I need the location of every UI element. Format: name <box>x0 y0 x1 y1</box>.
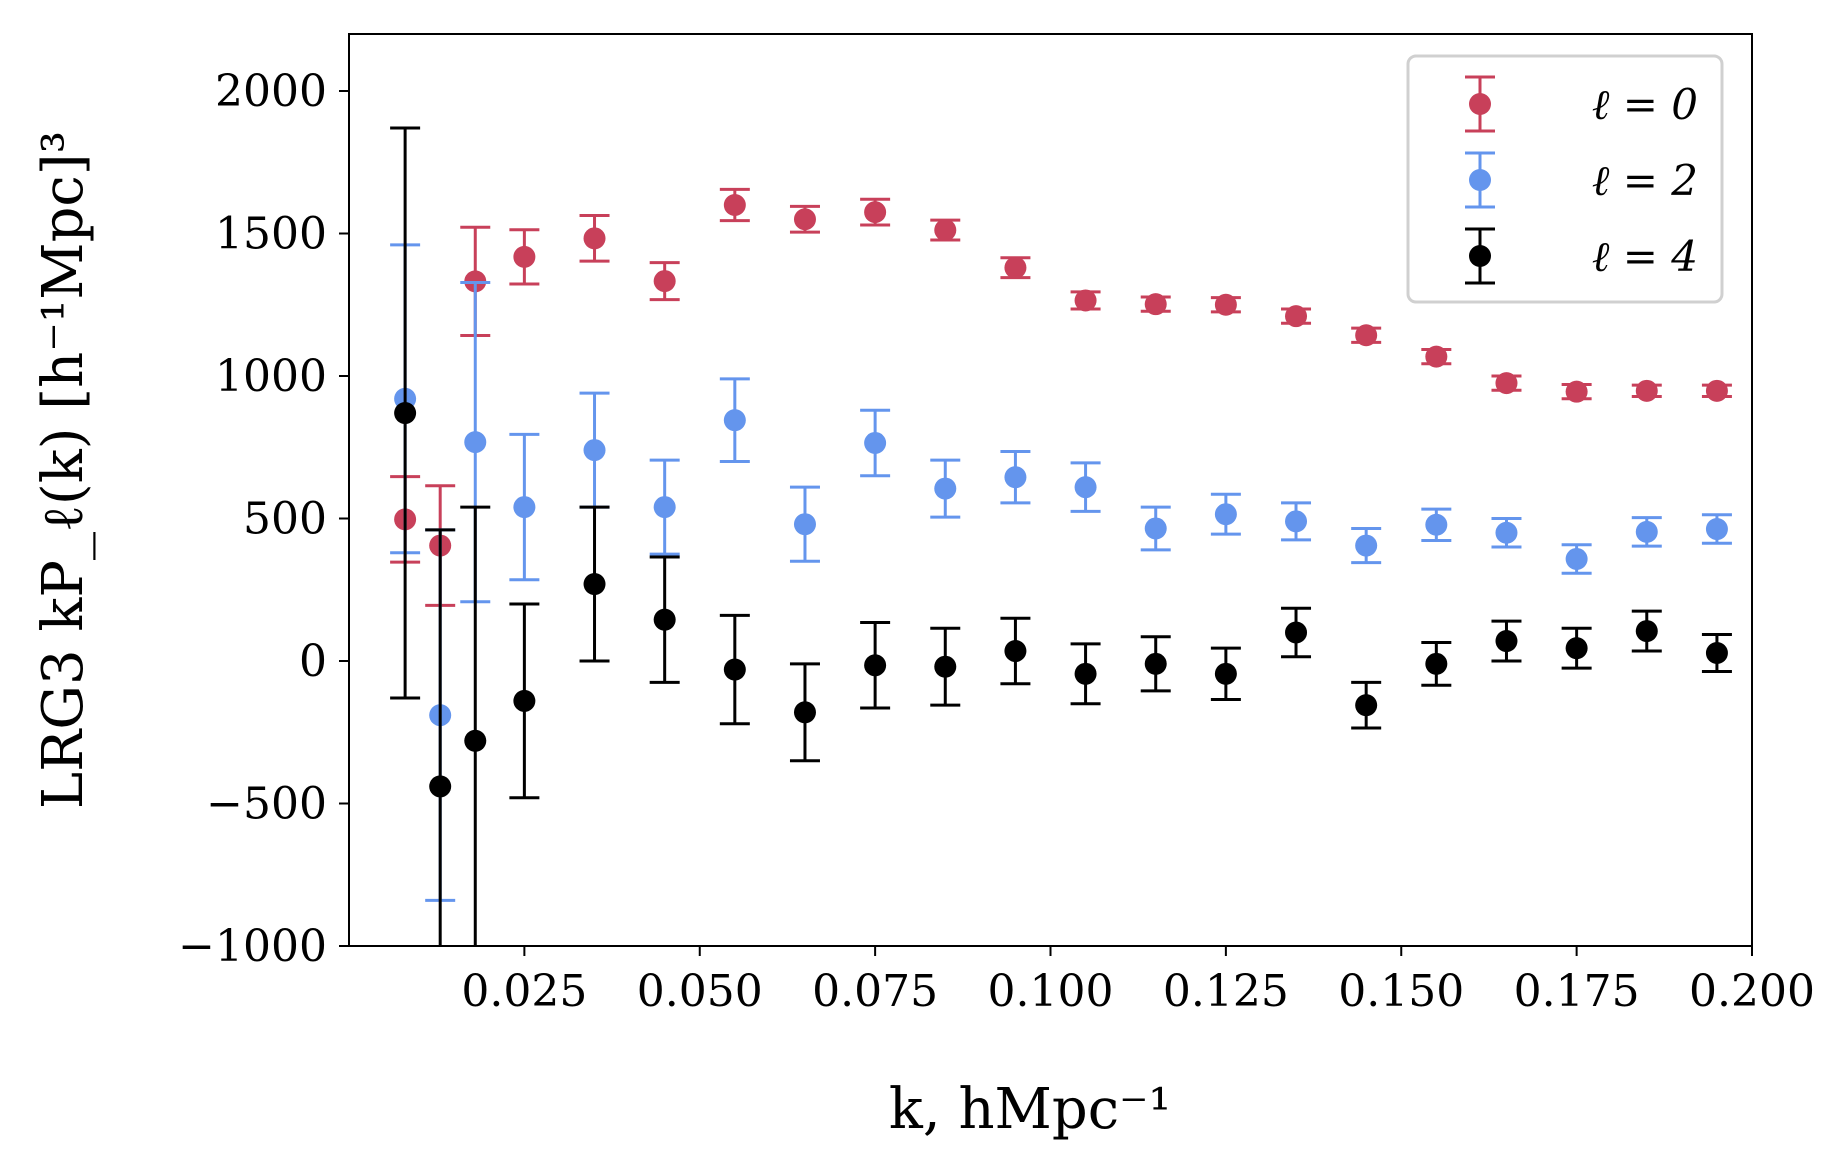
legend-marker <box>1469 169 1491 191</box>
data-point <box>1565 637 1588 660</box>
data-point <box>793 513 816 536</box>
legend-marker <box>1469 245 1491 267</box>
data-point <box>653 270 676 293</box>
data-point <box>394 402 417 425</box>
data-point <box>1705 642 1728 665</box>
y-tick-label: −500 <box>206 779 327 830</box>
data-point <box>1214 293 1237 316</box>
legend-entry-2: ℓ = 4 <box>1465 227 1698 285</box>
data-point <box>1495 630 1518 653</box>
data-point <box>1074 476 1097 499</box>
data-point <box>1214 503 1237 526</box>
data-point <box>1285 621 1308 644</box>
data-point <box>513 496 536 519</box>
data-point <box>1425 345 1448 368</box>
data-point <box>583 227 606 250</box>
data-point <box>1144 293 1167 316</box>
legend-label: ℓ = 0 <box>1592 80 1698 129</box>
data-point <box>1705 518 1728 541</box>
data-point <box>1214 662 1237 685</box>
data-point <box>1635 520 1658 543</box>
legend-marker <box>1469 93 1491 115</box>
data-point <box>864 201 887 224</box>
data-point <box>1144 517 1167 540</box>
data-point <box>1565 380 1588 403</box>
legend-entry-1: ℓ = 2 <box>1465 151 1698 209</box>
y-axis-label: LRG3 kP_ℓ(k) [h⁻¹Mpc]³ <box>31 131 96 809</box>
data-point <box>723 409 746 432</box>
data-point <box>793 701 816 724</box>
y-tick-label: 2000 <box>215 66 327 117</box>
data-point <box>513 245 536 268</box>
data-point <box>1495 521 1518 544</box>
data-point <box>1004 640 1027 663</box>
data-point <box>1635 620 1658 643</box>
data-point <box>1285 510 1308 533</box>
legend-box <box>1406 54 1724 304</box>
data-point <box>583 573 606 596</box>
y-tick-label: 0 <box>299 636 327 687</box>
y-tick-label: 1000 <box>215 351 327 402</box>
data-point <box>1074 662 1097 685</box>
legend-entry-0: ℓ = 0 <box>1465 75 1698 133</box>
data-point <box>1004 256 1027 279</box>
y-tick-label: 1500 <box>215 209 327 260</box>
data-point <box>1425 513 1448 536</box>
data-point <box>864 431 887 454</box>
series-1 <box>390 243 1732 902</box>
data-point <box>513 689 536 712</box>
data-point <box>934 655 957 678</box>
data-point <box>1635 379 1658 402</box>
data-point <box>1285 305 1308 328</box>
data-point <box>1565 547 1588 570</box>
x-axis-label: k, hMpc⁻¹ <box>889 1077 1171 1142</box>
data-point <box>1004 466 1027 489</box>
data-point <box>1355 324 1378 347</box>
data-point <box>934 477 957 500</box>
data-point <box>1495 372 1518 395</box>
data-point <box>464 729 487 752</box>
x-tick-label: 0.175 <box>1514 966 1640 1017</box>
data-point <box>653 608 676 631</box>
data-point <box>1425 652 1448 675</box>
data-point <box>653 496 676 519</box>
series-2 <box>390 126 1732 946</box>
data-point <box>1355 694 1378 717</box>
data-point <box>583 439 606 462</box>
x-tick-label: 0.025 <box>461 966 587 1017</box>
data-point <box>934 219 957 242</box>
x-tick-label: 0.200 <box>1689 966 1815 1017</box>
data-point <box>429 775 452 798</box>
x-tick-label: 0.150 <box>1338 966 1464 1017</box>
data-point <box>864 654 887 677</box>
plot-area <box>390 126 1732 946</box>
legend-label: ℓ = 4 <box>1592 232 1698 281</box>
data-point <box>1144 652 1167 675</box>
data-region <box>390 126 1732 946</box>
legend: ℓ = 0 ℓ = 2 ℓ = 4 <box>1406 54 1724 304</box>
axes: 0.025 0.050 0.075 0.100 0.125 0.150 0.175 0.200… <box>178 33 1815 1017</box>
data-point <box>723 658 746 681</box>
x-tick-label: 0.100 <box>988 966 1114 1017</box>
data-point <box>1705 379 1728 402</box>
data-point <box>793 208 816 231</box>
x-tick-label: 0.125 <box>1163 966 1289 1017</box>
x-tick-label: 0.075 <box>812 966 938 1017</box>
y-tick-label: 500 <box>243 494 327 545</box>
data-point <box>1355 534 1378 557</box>
legend-label: ℓ = 2 <box>1592 156 1698 205</box>
x-tick-label: 0.050 <box>637 966 763 1017</box>
data-point <box>1074 289 1097 312</box>
data-point <box>464 431 487 454</box>
data-point <box>723 194 746 216</box>
y-tick-label: −1000 <box>178 921 327 972</box>
